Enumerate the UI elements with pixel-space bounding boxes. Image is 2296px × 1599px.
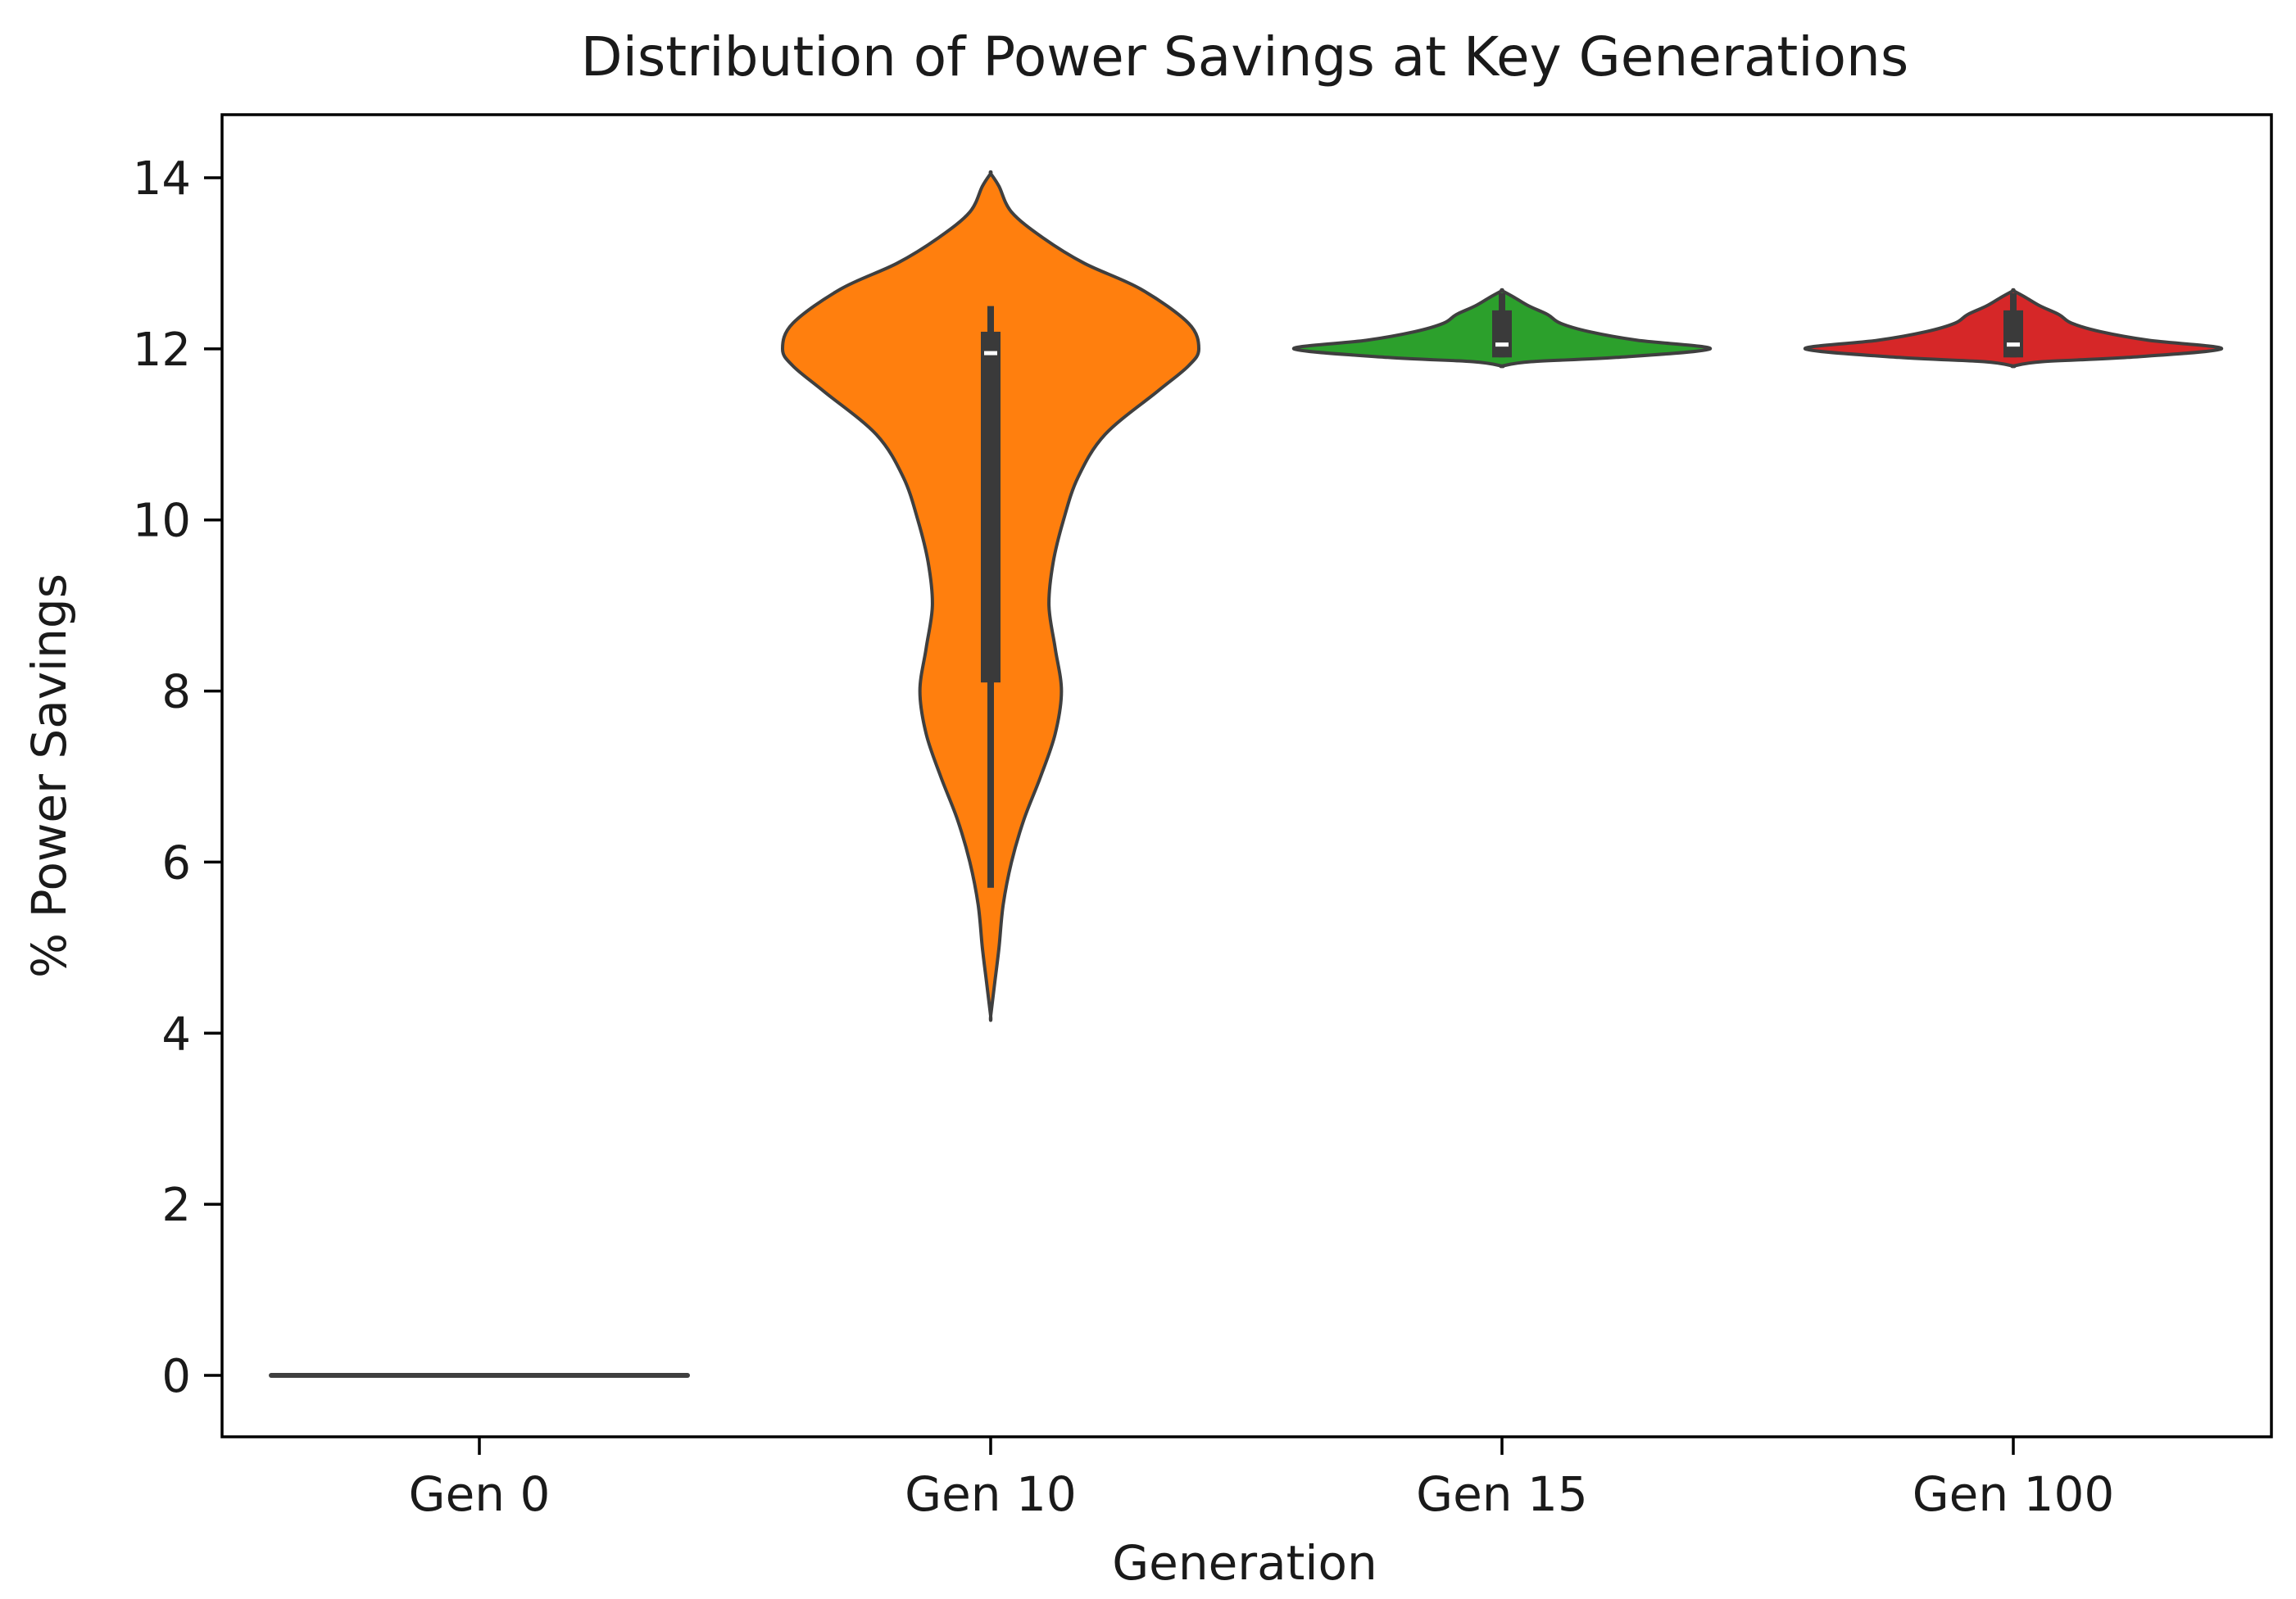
iqr-box-gen-15: [1492, 310, 1512, 358]
x-tick-label: Gen 100: [1913, 1466, 2115, 1522]
x-tick-label: Gen 0: [409, 1466, 551, 1522]
x-tick-label: Gen 15: [1416, 1466, 1588, 1522]
y-tick-label: 10: [133, 495, 191, 548]
y-tick-label: 6: [161, 836, 191, 890]
y-tick-label: 12: [133, 324, 191, 377]
plot-frame: [220, 113, 2273, 1438]
x-tick-label: Gen 10: [905, 1466, 1077, 1522]
iqr-box-gen-10: [981, 331, 1001, 683]
y-tick-label: 0: [161, 1350, 191, 1403]
y-tick-label: 4: [161, 1008, 191, 1061]
iqr-box-gen-100: [2003, 310, 2023, 358]
y-tick-label: 2: [161, 1179, 191, 1232]
chart-title: Distribution of Power Savings at Key Gen…: [581, 25, 1908, 88]
y-axis-label: % Power Savings: [21, 573, 77, 978]
y-axis: 0 2 4 6 8 10 12 14: [133, 152, 222, 1403]
x-axis: Gen 0 Gen 10 Gen 15 Gen 100: [409, 1437, 2115, 1522]
y-tick-label: 8: [161, 666, 191, 719]
y-tick-label: 14: [133, 152, 191, 206]
x-axis-label: Generation: [1112, 1535, 1377, 1591]
plot-area: [269, 170, 2224, 1378]
